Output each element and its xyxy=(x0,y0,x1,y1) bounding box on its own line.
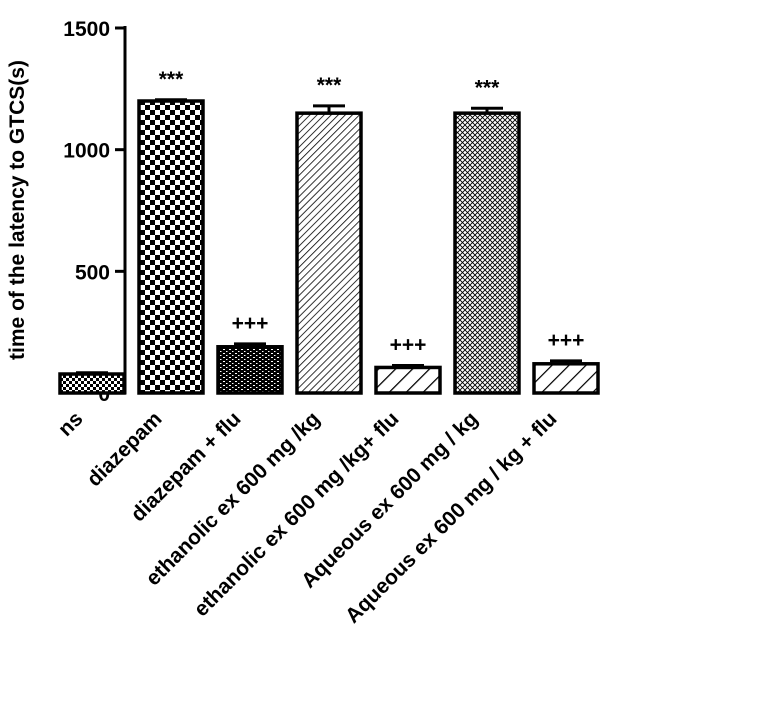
y-tick-label: 1000 xyxy=(63,140,110,163)
y-axis-title: time of the latency to GTCS(s) xyxy=(6,60,29,360)
significance-label: *** xyxy=(159,68,184,91)
bar xyxy=(453,111,521,395)
significance-label: +++ xyxy=(390,334,427,357)
y-axis: 050010001500 xyxy=(63,18,127,406)
significance-label: +++ xyxy=(548,329,585,352)
x-category-label: diazepam xyxy=(83,407,167,491)
x-category-label: ns xyxy=(54,407,88,441)
significance-label: *** xyxy=(317,74,342,97)
y-tick-label: 1500 xyxy=(63,18,110,41)
y-tick-label: 500 xyxy=(75,261,110,284)
bar xyxy=(374,365,442,395)
bar xyxy=(532,362,600,395)
significance-label: *** xyxy=(475,76,500,99)
significance-label: +++ xyxy=(232,312,269,335)
bar xyxy=(137,99,205,395)
bar xyxy=(58,372,126,395)
bar xyxy=(216,345,284,395)
bar xyxy=(295,111,363,395)
bars: *** +++ *** +++ *** +++ xyxy=(58,68,600,395)
